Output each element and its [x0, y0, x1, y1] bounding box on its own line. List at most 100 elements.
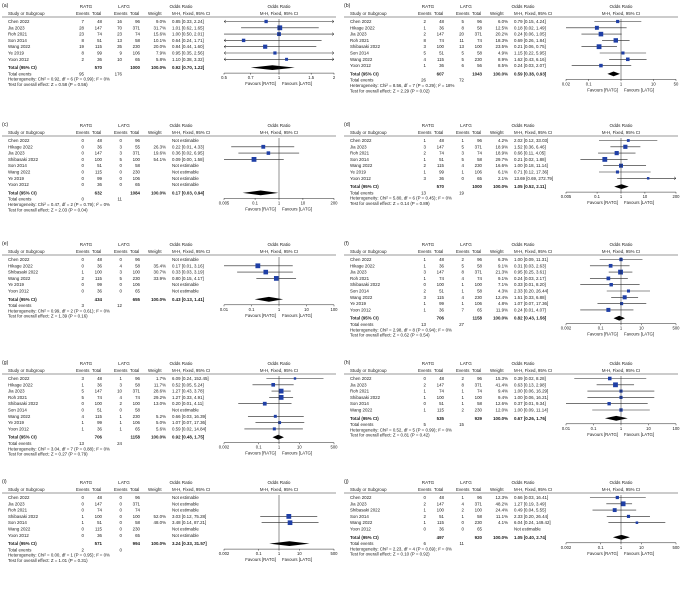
total-label: Total (95% CI): [350, 184, 379, 189]
point-estimate: [620, 302, 624, 306]
total-events-1: 13: [421, 190, 426, 195]
pooled-diamond: [613, 315, 625, 321]
group1-label: RATG: [80, 361, 93, 366]
panel-label: (g): [2, 360, 9, 366]
events-2: 11: [459, 38, 464, 43]
point-estimate: [273, 51, 277, 55]
col-weight: Weight: [148, 249, 162, 254]
total-n-2: 929: [475, 416, 483, 421]
pooled-diamond: [269, 541, 310, 546]
total-1: 115: [95, 527, 103, 532]
total-2: 100: [475, 508, 483, 513]
events-2: 3: [462, 151, 465, 156]
total-1: 100: [95, 270, 103, 275]
total-2: 230: [475, 520, 483, 525]
study-name: Wang 2022: [8, 414, 31, 419]
point-estimate: [278, 388, 284, 394]
or-ci-text: 0.24 [0.03, 2.17]: [514, 276, 546, 281]
events-2: 70: [117, 25, 122, 30]
or-ci-text: 0.17 [0.01, 3.16]: [172, 263, 204, 268]
events-1: 8: [82, 38, 85, 43]
col-method-left: M-H, Fixed, 95% CI: [172, 11, 210, 16]
or-ci-text: 0.21 [0.06, 0.75]: [514, 44, 546, 49]
col-weight: Weight: [490, 487, 504, 492]
events-1: 2: [424, 19, 427, 24]
point-estimate: [612, 508, 617, 513]
ci-arrow-right: [673, 176, 677, 180]
effect-title-right: Odds Ratio: [610, 480, 633, 485]
total-n-1: 632: [95, 190, 103, 195]
study-name: Wang 2022: [350, 57, 373, 62]
study-name: Yoon 2012: [350, 307, 371, 312]
total-2: 65: [135, 57, 140, 62]
heterogeneity-text: Heterogeneity: Chi² = 8.56, df = 7 (P = …: [350, 83, 454, 88]
events-2: 5: [120, 157, 123, 162]
panel-label: (b): [344, 3, 351, 9]
events-1: 0: [424, 495, 427, 500]
events-2: 4: [462, 501, 465, 506]
total-n-2: 655: [133, 297, 141, 302]
events-1: 2: [424, 501, 427, 506]
x-tick-label: 0.1: [598, 326, 604, 331]
x-tick-label: 0.002: [561, 326, 572, 331]
point-estimate: [615, 495, 619, 500]
col-events-2: Events: [456, 11, 470, 16]
total-2: 96: [477, 376, 482, 381]
or-ci-text: Not estimable: [172, 182, 199, 187]
total-1: 115: [95, 414, 103, 419]
x-tick-label: 0.1: [586, 81, 592, 86]
weight: 9.4%: [498, 389, 508, 394]
total-n-1: 570: [437, 184, 445, 189]
x-tick-label: 0.005: [561, 194, 572, 199]
events-1: 0: [82, 144, 85, 149]
x-tick-label: 0.02: [562, 81, 571, 86]
col-method-right: M-H, Fixed, 95% CI: [602, 368, 640, 373]
total-events-label: Total events: [350, 422, 374, 427]
total-2: 96: [477, 19, 482, 24]
col-study: Study or Subgroup: [8, 487, 45, 492]
total-1: 115: [437, 163, 445, 168]
or-ci-text: 2.02 [0.12, 33.03]: [514, 138, 548, 143]
events-2: 23: [117, 32, 122, 37]
study-name: Hikage 2022: [8, 263, 33, 268]
total-n-2: 920: [475, 535, 483, 540]
or-ci-text: 0.36 [0.02, 6.95]: [172, 151, 204, 156]
total-1: 115: [95, 44, 103, 49]
point-estimate: [606, 276, 611, 281]
events-1: 2: [424, 289, 427, 294]
col-events-2: Events: [114, 130, 128, 135]
total-n-2: 1158: [472, 316, 482, 321]
point-estimate: [278, 421, 282, 425]
col-method-right: M-H, Fixed, 95% CI: [602, 130, 640, 135]
total-1: 100: [95, 157, 103, 162]
weight: 9.1%: [498, 276, 508, 281]
study-name: Ye 2019: [8, 176, 25, 181]
weight: 20.0%: [154, 44, 167, 49]
col-events-1: Events: [76, 130, 90, 135]
x-tick-label: 0.005: [219, 200, 230, 205]
total-1: 48: [97, 138, 102, 143]
point-estimate: [607, 402, 611, 406]
forest-panel-c: (c) RATG LATG Odds Ratio Odds Ratio Study or …: [2, 122, 338, 212]
favours-right: Favours [LATG]: [282, 451, 312, 456]
x-tick-label: 10: [301, 200, 306, 205]
weight: 29.2%: [154, 395, 167, 400]
events-1: 2: [82, 57, 85, 62]
events-1: 1: [424, 301, 427, 306]
total-events-1: 26: [421, 78, 426, 83]
events-2: 4: [462, 276, 465, 281]
total-weight: 100.0%: [151, 297, 166, 302]
study-name: Roh 2021: [8, 508, 28, 513]
or-ci-text: 0.63 [0.13, 2.98]: [514, 382, 546, 387]
group2-label: LATG: [118, 361, 130, 366]
or-ci-text: Not estimable: [172, 257, 199, 262]
favours-right: Favours [LATG]: [624, 332, 654, 337]
x-tick-label: 10: [639, 326, 644, 331]
point-estimate: [606, 307, 611, 312]
favours-right: Favours [LATG]: [624, 432, 654, 437]
total-1: 74: [439, 389, 444, 394]
weight: 6.1%: [498, 170, 508, 175]
weight: 18.3%: [496, 38, 509, 43]
events-1: 28: [79, 25, 84, 30]
col-study: Study or Subgroup: [350, 249, 387, 254]
